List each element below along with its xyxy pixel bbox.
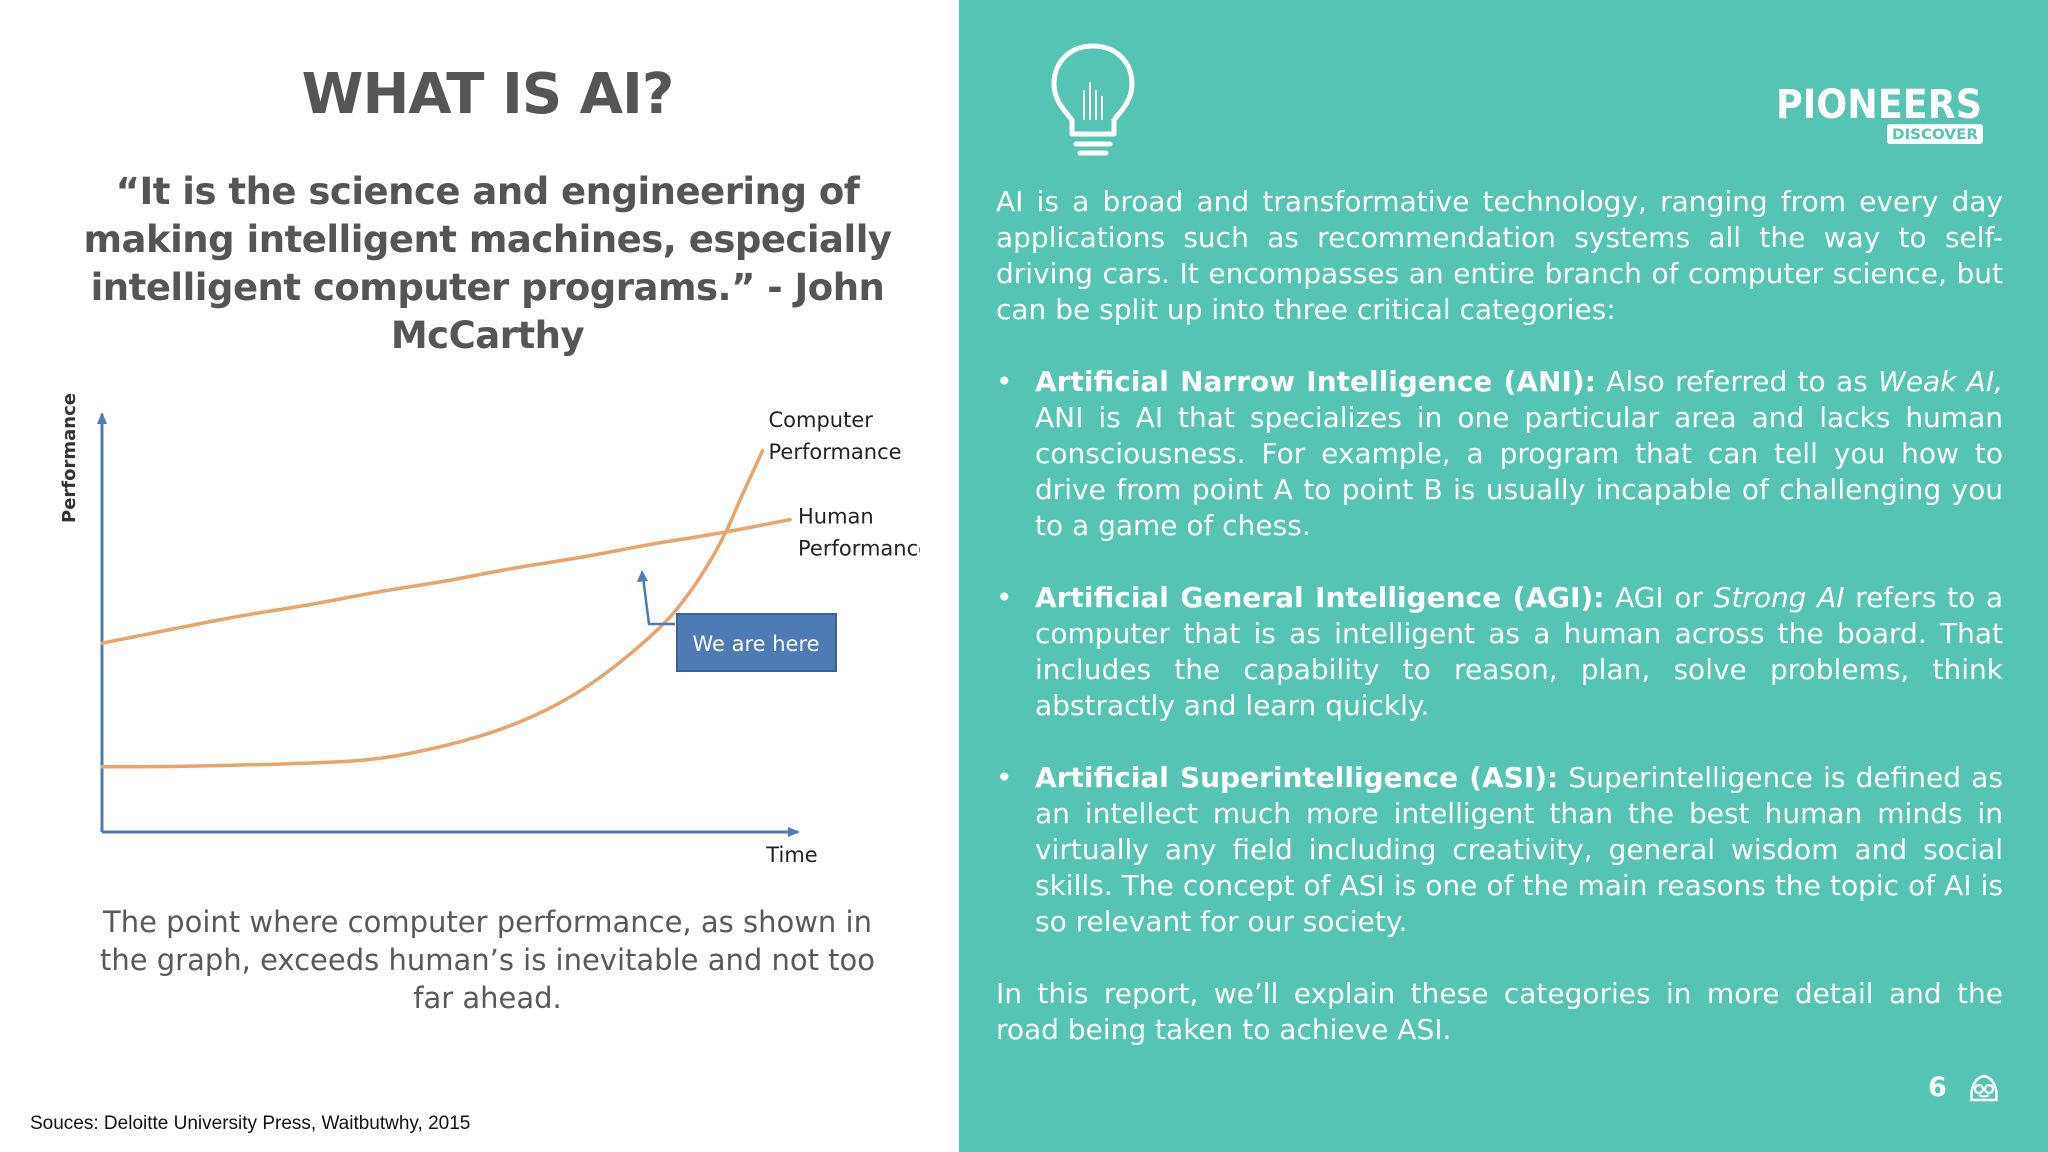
quote: “It is the science and engineering of ma…	[83, 170, 893, 357]
callout-text: We are here	[692, 632, 819, 656]
right-panel	[959, 0, 2048, 1152]
category-term: Artificial Narrow Intelligence (ANI):	[1035, 365, 1596, 398]
callout-box	[676, 613, 837, 672]
category-description-continued: refers to a computer that is as intellig…	[1035, 581, 2003, 722]
category-item: • Artificial Superintelligence (ASI): Sup…	[996, 760, 2003, 940]
category-description-continued: ANI is AI that specializes in one partic…	[1035, 401, 2003, 542]
page-title: WHAT IS AI?	[301, 62, 675, 127]
category-item: • Artificial General Intelligence (AGI): …	[996, 580, 2003, 724]
series-line-computer	[100, 449, 765, 769]
category-alias: Weak AI,	[1878, 365, 2003, 398]
category-list: • Artificial Narrow Intelligence (ANI): A…	[996, 364, 2003, 940]
logo-wordmark: PIONEERS	[1776, 82, 1982, 128]
y-axis-label: Performance	[59, 393, 80, 523]
caption: The point where computer performance, as…	[99, 905, 876, 1015]
category-item: • Artificial Narrow Intelligence (ANI): A…	[996, 364, 2003, 544]
series-label-computer: Computer	[769, 408, 874, 432]
category-term: Artificial Superintelligence (ASI):	[1035, 761, 1559, 794]
pioneers-logo: PIONEERS DISCOVER	[1776, 82, 1983, 144]
callout-connector	[641, 576, 675, 626]
performance-chart: Performance Time Human Performance Compute…	[59, 393, 920, 867]
category-term: Artificial General Intelligence (AGI):	[1035, 581, 1605, 614]
category-alias: Strong AI	[1713, 581, 1845, 614]
x-axis-label: Time	[765, 843, 817, 867]
outro-paragraph: In this report, we’ll explain these cate…	[996, 977, 2003, 1046]
body-text: AI is a broad and transformative technol…	[996, 184, 2003, 1048]
bullet-dot: •	[996, 761, 1013, 794]
category-description: Superintelligence is defined as an intel…	[1035, 761, 2003, 938]
callout-arrowhead	[637, 570, 648, 582]
category-description: Also referred to as	[1595, 365, 1879, 398]
lightbulb-icon	[1051, 43, 1135, 156]
sources-note: Souces: Deloitte University Press, Waitb…	[30, 1113, 471, 1134]
pioneers-mascot-icon	[1969, 1074, 1999, 1102]
intro-paragraph: AI is a broad and transformative technol…	[996, 185, 2003, 326]
category-description: AGI or	[1604, 581, 1714, 614]
bullet-dot: •	[996, 581, 1013, 614]
series-label-computer: Performance	[769, 440, 902, 464]
page-number: 6	[1928, 1072, 1947, 1103]
series-line-human	[100, 517, 792, 645]
bullet-dot: •	[996, 365, 1013, 398]
logo-subtitle: DISCOVER	[1892, 127, 1978, 143]
series-label-human: Performance	[798, 537, 920, 561]
series-label-human: Human	[798, 505, 874, 529]
